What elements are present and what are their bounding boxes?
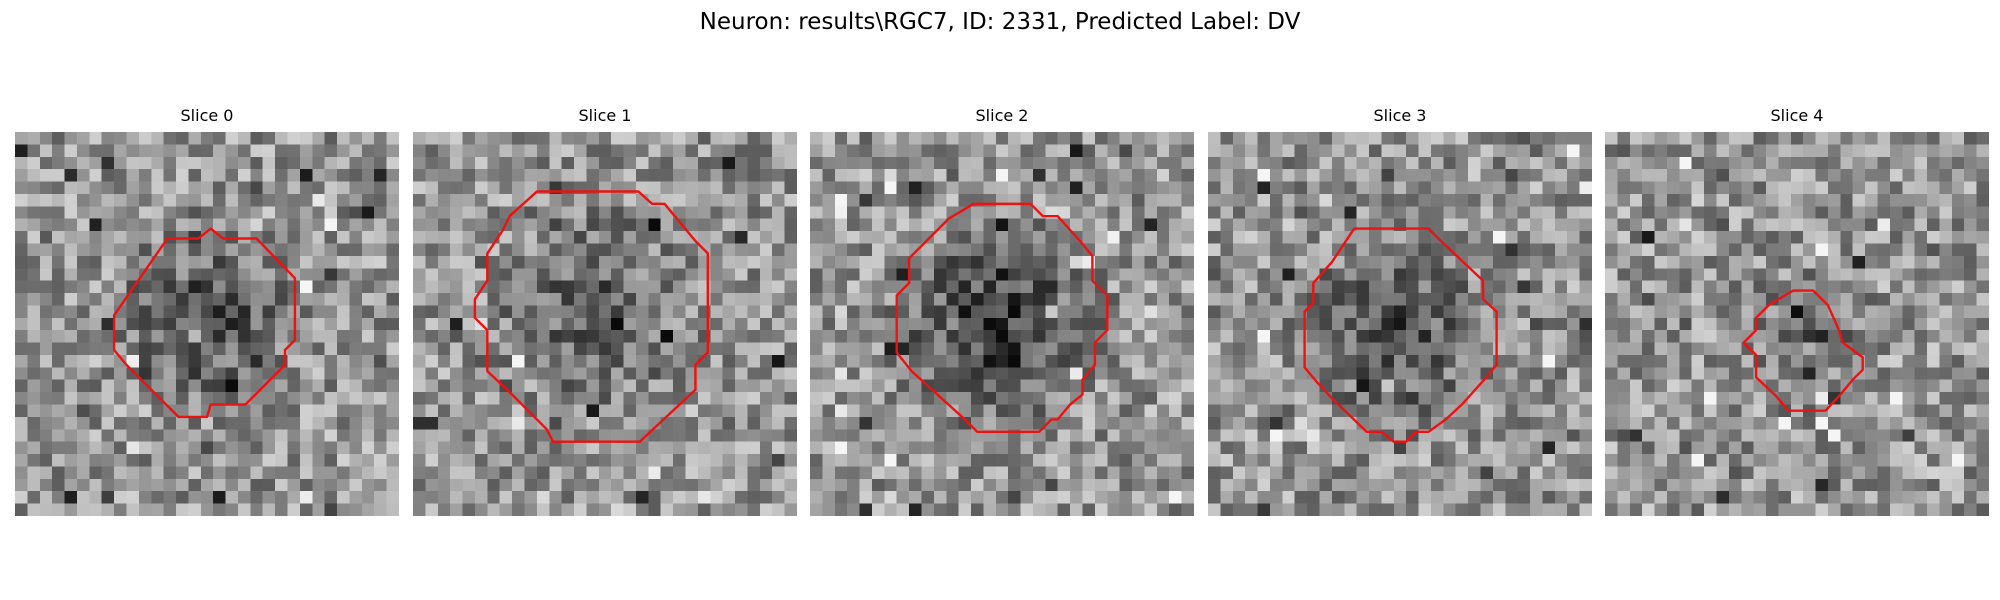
slice-title: Slice 2 [975,106,1029,125]
slice-image [15,132,399,516]
roi-contour [1303,227,1498,443]
slice-title: Slice 3 [1373,106,1427,125]
pixel-grid [15,132,399,516]
roi-contour [895,202,1109,433]
roi-contour [112,227,297,419]
slice-panel-0: Slice 0 [15,106,399,516]
slice-panel-1: Slice 1 [413,106,797,516]
slice-title: Slice 4 [1770,106,1824,125]
figure-title: Neuron: results\RGC7, ID: 2331, Predicte… [699,9,1301,35]
slice-title: Slice 0 [180,106,234,125]
slice-panel-3: Slice 3 [1208,106,1592,516]
slice-image [810,132,1194,516]
pixel-grid [413,132,797,516]
slice-title: Slice 1 [578,106,632,125]
slice-image [1208,132,1592,516]
roi-contour [473,190,709,443]
slice-panel-4: Slice 4 [1605,106,1989,516]
pixel-grid [1208,132,1592,516]
pixel-grid [810,132,1194,516]
slice-image [413,132,797,516]
slice-image [1605,132,1989,516]
slice-panel-2: Slice 2 [810,106,1194,516]
pixel-grid [1605,132,1989,516]
roi-contour [1742,289,1864,412]
